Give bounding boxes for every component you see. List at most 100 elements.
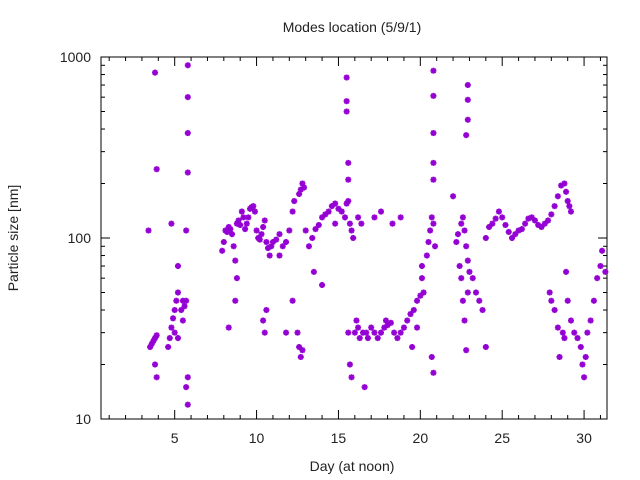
data-point: [184, 169, 191, 176]
data-point: [294, 329, 301, 336]
data-point: [602, 268, 609, 275]
data-point: [266, 252, 273, 259]
data-point: [414, 297, 421, 304]
data-point: [546, 289, 553, 296]
data-point: [368, 324, 375, 331]
data-point: [291, 198, 298, 205]
data-point: [263, 307, 270, 314]
data-point: [430, 130, 437, 137]
data-point: [256, 236, 263, 243]
data-point: [171, 307, 178, 314]
data-point: [310, 268, 317, 275]
data-point: [409, 343, 416, 350]
data-point: [428, 354, 435, 361]
data-point: [418, 275, 425, 282]
data-point: [482, 343, 489, 350]
data-point: [554, 324, 561, 331]
data-point: [464, 96, 471, 103]
data-point: [260, 317, 267, 324]
data-point: [258, 231, 265, 238]
data-point: [476, 297, 483, 304]
data-point: [363, 329, 370, 336]
data-point: [482, 235, 489, 241]
data-point: [559, 329, 566, 336]
data-point: [545, 217, 552, 224]
data-point: [345, 176, 352, 183]
data-point: [152, 361, 159, 368]
data-point: [229, 231, 236, 238]
data-point: [181, 303, 188, 310]
data-point: [153, 374, 160, 381]
data-point: [168, 220, 175, 227]
data-point: [183, 384, 190, 391]
data-point: [518, 226, 525, 233]
data-point: [579, 361, 586, 368]
data-point: [464, 289, 471, 296]
data-point: [548, 297, 555, 304]
data-point: [458, 220, 465, 227]
data-point: [551, 203, 558, 210]
data-point: [184, 62, 191, 69]
data-point: [427, 227, 434, 234]
data-point: [240, 214, 247, 221]
data-point: [361, 384, 368, 391]
x-tick-label: 25: [494, 430, 510, 446]
data-point: [220, 239, 227, 246]
data-point: [574, 335, 581, 342]
data-point: [391, 329, 398, 336]
data-point: [374, 335, 381, 342]
data-point: [389, 220, 396, 227]
data-point: [566, 203, 573, 210]
data-point: [350, 235, 357, 241]
data-point: [242, 226, 249, 233]
data-point: [432, 243, 439, 250]
data-point: [346, 361, 353, 368]
data-point: [289, 208, 296, 215]
data-point: [554, 193, 561, 200]
data-point: [495, 208, 502, 215]
data-point: [464, 82, 471, 89]
data-point: [343, 74, 350, 81]
data-point: [423, 252, 430, 259]
data-point: [410, 307, 417, 314]
data-point: [551, 307, 558, 314]
data-point: [346, 220, 353, 227]
x-axis-label: Day (at noon): [310, 458, 395, 474]
data-point: [571, 329, 578, 336]
data-point: [251, 208, 258, 215]
data-point: [243, 220, 250, 227]
data-point: [173, 297, 180, 304]
data-point: [522, 220, 529, 227]
x-tick-label: 15: [331, 430, 347, 446]
data-point: [273, 236, 280, 243]
data-point: [492, 215, 499, 222]
data-point: [299, 347, 306, 354]
data-point: [459, 297, 466, 304]
data-point: [430, 159, 437, 166]
data-point: [168, 324, 175, 331]
data-point: [145, 227, 152, 234]
data-point: [348, 374, 355, 381]
data-point: [397, 329, 404, 336]
data-point: [548, 211, 555, 218]
data-point: [472, 289, 479, 296]
data-point: [466, 268, 473, 275]
data-point: [230, 243, 237, 250]
data-point: [170, 315, 177, 322]
data-point: [597, 263, 604, 270]
data-point: [378, 329, 385, 336]
data-point: [302, 227, 309, 234]
data-point: [283, 239, 290, 246]
data-point: [463, 243, 470, 250]
data-point: [563, 188, 570, 195]
data-point: [153, 332, 160, 339]
data-point: [183, 227, 190, 234]
data-point: [567, 317, 574, 324]
data-point: [430, 220, 437, 227]
data-point: [250, 203, 257, 210]
data-point: [297, 354, 304, 361]
data-point: [355, 214, 362, 221]
data-point: [174, 335, 181, 342]
data-point: [378, 208, 385, 215]
